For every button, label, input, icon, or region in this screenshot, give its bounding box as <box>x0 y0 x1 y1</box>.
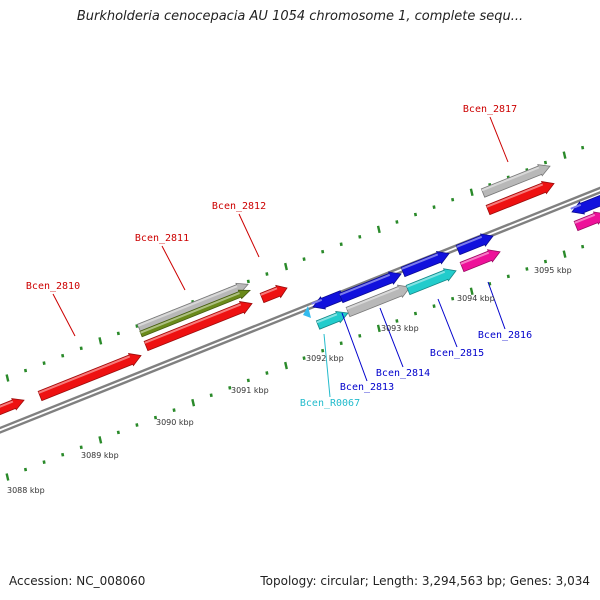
topology-text: Topology: circular; Length: 3,294,563 bp… <box>260 574 590 588</box>
kbp-label: 3090 kbp <box>156 418 194 427</box>
gene-feature-bcen-2811[interactable] <box>143 301 253 352</box>
leader-line <box>323 333 331 398</box>
kbp-label: 3089 kbp <box>81 451 119 460</box>
gene-feature-bcen-r0067[interactable] <box>315 310 349 330</box>
map-title: Burkholderia cenocepacia AU 1054 chromos… <box>76 9 524 24</box>
kbp-label: 3095 kbp <box>534 266 572 275</box>
small-arrow-feature <box>303 306 311 318</box>
kbp-label: 3088 kbp <box>7 486 45 495</box>
kbp-labels: 3088 kbp 3089 kbp 3090 kbp 3091 kbp 3092 kbp… <box>7 266 572 495</box>
gene-feature-bcen-2809[interactable] <box>0 398 25 418</box>
gene-label-bcen-2816[interactable]: Bcen_2816 <box>478 330 532 341</box>
gene-feature-magenta-a[interactable] <box>459 249 501 273</box>
leader-line <box>379 307 404 368</box>
gene-feature-bcen-2814[interactable] <box>338 271 402 304</box>
leader-line <box>487 281 506 330</box>
kbp-label: 3093 kbp <box>381 324 419 333</box>
chromosome-backbone <box>0 186 600 434</box>
gene-feature-bcen-2810[interactable] <box>37 353 142 402</box>
leader-line <box>489 116 509 163</box>
gene-feature-bcen-2818[interactable] <box>570 194 600 215</box>
gene-feature-magenta-b[interactable] <box>573 211 600 232</box>
leader-line <box>52 293 76 337</box>
gene-label-bcen-2814[interactable]: Bcen_2814 <box>376 368 430 379</box>
gene-label-bcen-2813[interactable]: Bcen_2813 <box>340 382 394 393</box>
kbp-label: 3091 kbp <box>231 386 269 395</box>
label-leader-lines <box>52 116 509 398</box>
gene-label-bcen-2817[interactable]: Bcen_2817 <box>463 104 517 115</box>
leader-line <box>161 245 186 291</box>
gene-feature-bcen-2816[interactable] <box>455 233 494 256</box>
gene-feature-cyan-b[interactable] <box>405 268 457 296</box>
gene-feature-bcen-2813[interactable] <box>311 290 345 310</box>
leader-line <box>238 213 260 258</box>
kbp-label: 3094 kbp <box>457 294 495 303</box>
leader-line <box>341 312 368 382</box>
gene-label-bcen-r0067[interactable]: Bcen_R0067 <box>300 398 360 409</box>
gene-features[interactable] <box>0 164 600 418</box>
gene-feature-bcen-2815[interactable] <box>400 251 450 278</box>
gene-feature-gray-c[interactable] <box>345 284 411 318</box>
gene-feature-gray-b[interactable] <box>480 164 551 198</box>
gene-labels[interactable]: Bcen_2810 Bcen_2811 Bcen_2812 Bcen_2817 Bcen… <box>26 104 532 409</box>
gene-feature-bcen-2817[interactable] <box>485 181 555 216</box>
leader-line <box>437 298 458 348</box>
gene-feature-bcen-2812[interactable] <box>259 284 288 304</box>
gene-label-bcen-2811[interactable]: Bcen_2811 <box>135 233 189 244</box>
gene-label-bcen-2810[interactable]: Bcen_2810 <box>26 281 80 292</box>
kbp-label: 3092 kbp <box>306 354 344 363</box>
gene-label-bcen-2815[interactable]: Bcen_2815 <box>430 348 484 359</box>
gene-label-bcen-2812[interactable]: Bcen_2812 <box>212 201 266 212</box>
gene-feature-olive[interactable] <box>139 289 251 338</box>
accession-text: Accession: NC_008060 <box>9 574 146 588</box>
